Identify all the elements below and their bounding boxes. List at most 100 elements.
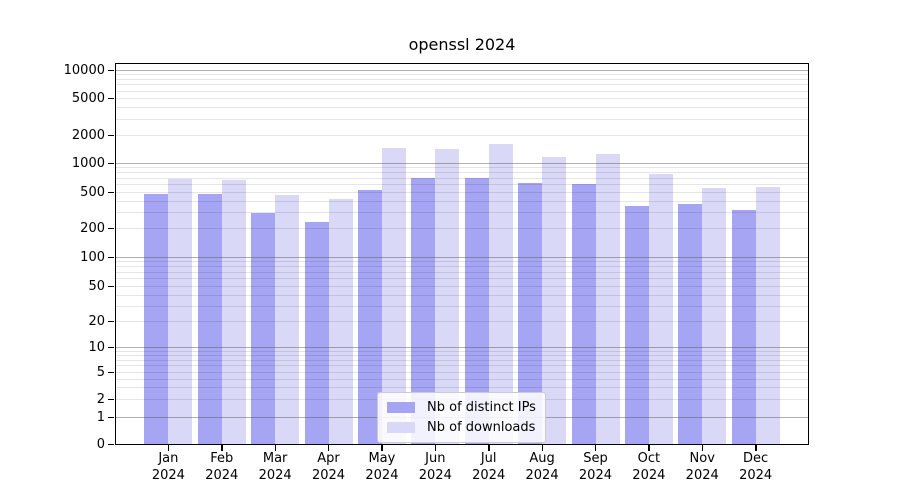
legend-label-downloads: Nb of downloads bbox=[427, 420, 536, 435]
xtick-label-nov: Nov 2024 bbox=[685, 451, 719, 483]
xtick-label-feb: Feb 2024 bbox=[205, 451, 239, 483]
legend-swatch-downloads bbox=[387, 422, 415, 433]
ytick-label-10: 10 bbox=[88, 339, 105, 355]
xtick-label-apr: Apr 2024 bbox=[311, 451, 346, 483]
xtick-mark-jan bbox=[167, 445, 170, 451]
ytick-label-2: 2 bbox=[96, 391, 105, 407]
ytick-label-0: 0 bbox=[96, 437, 105, 452]
xtick-label-jun: Jun 2024 bbox=[418, 451, 452, 483]
ytick-label-100: 100 bbox=[80, 249, 105, 265]
xtick-mark-jun bbox=[434, 445, 437, 451]
xtick-mark-may bbox=[381, 445, 383, 451]
gridline-minor-5 bbox=[115, 372, 809, 373]
ytick-mark-1 bbox=[108, 416, 114, 418]
xtick-mark-jul bbox=[488, 445, 490, 451]
bar-distinct-ips-apr bbox=[304, 221, 329, 445]
bar-downloads-sep bbox=[595, 154, 620, 445]
xtick-label-jan: Jan 2024 bbox=[151, 451, 185, 483]
xtick-mark-feb bbox=[221, 445, 223, 451]
ytick-mark-200 bbox=[108, 227, 114, 229]
gridline-minor-50 bbox=[115, 286, 809, 287]
ytick-mark-10 bbox=[108, 346, 114, 348]
ytick-mark-5000 bbox=[108, 97, 114, 99]
bar-downloads-aug bbox=[542, 157, 567, 445]
gridline-minor-300 bbox=[115, 212, 809, 214]
gridline-minor-500 bbox=[115, 192, 809, 193]
xtick-label-oct: Oct 2024 bbox=[632, 451, 666, 483]
xtick-mark-mar bbox=[274, 445, 277, 451]
gridline-minor-40 bbox=[115, 294, 809, 296]
ytick-label-500: 500 bbox=[80, 184, 105, 200]
gridline-major-100 bbox=[115, 257, 809, 259]
xtick-label-may: May 2024 bbox=[365, 451, 399, 483]
ytick-label-1000: 1000 bbox=[71, 155, 105, 171]
gridline-minor-70 bbox=[115, 271, 809, 273]
bar-downloads-feb bbox=[221, 180, 246, 445]
ytick-mark-1000 bbox=[108, 162, 114, 164]
gridline-minor-8 bbox=[115, 355, 809, 356]
xtick-label-jul: Jul 2024 bbox=[472, 451, 506, 483]
ytick-label-5000: 5000 bbox=[71, 90, 105, 106]
legend-label-distinct-ips: Nb of distinct IPs bbox=[427, 400, 536, 415]
xtick-label-mar: Mar 2024 bbox=[258, 451, 292, 483]
gridline-minor-3000 bbox=[115, 118, 809, 120]
ytick-label-200: 200 bbox=[80, 220, 105, 236]
ytick-label-50: 50 bbox=[88, 278, 105, 294]
ytick-mark-2000 bbox=[108, 134, 114, 136]
gridline-major-10 bbox=[115, 347, 809, 349]
gridline-minor-7 bbox=[115, 359, 809, 361]
ytick-mark-500 bbox=[108, 191, 114, 193]
legend-item-downloads: Nb of downloads bbox=[387, 420, 536, 435]
gridline-minor-8000 bbox=[115, 79, 809, 80]
gridline-minor-2000 bbox=[115, 135, 809, 136]
gridline-minor-60 bbox=[115, 278, 809, 280]
gridline-minor-30 bbox=[115, 305, 809, 307]
legend-item-distinct-ips: Nb of distinct IPs bbox=[387, 400, 536, 415]
bar-distinct-ips-jan bbox=[144, 194, 169, 445]
xtick-mark-oct bbox=[648, 445, 650, 451]
legend: Nb of distinct IPs Nb of downloads bbox=[377, 392, 546, 443]
gridline-minor-900 bbox=[115, 167, 809, 169]
ytick-label-20: 20 bbox=[88, 313, 105, 329]
xtick-label-sep: Sep 2024 bbox=[578, 451, 612, 483]
gridline-minor-3 bbox=[115, 387, 809, 389]
ytick-label-10000: 10000 bbox=[63, 62, 105, 78]
ytick-mark-20 bbox=[108, 320, 114, 322]
ytick-mark-5 bbox=[108, 371, 114, 373]
gridline-minor-800 bbox=[115, 172, 809, 174]
legend-swatch-distinct-ips bbox=[387, 402, 415, 413]
bar-downloads-nov bbox=[702, 188, 727, 445]
gridline-major-1000 bbox=[115, 163, 809, 165]
bar-distinct-ips-sep bbox=[571, 184, 596, 445]
bar-downloads-mar bbox=[275, 195, 300, 445]
gridline-minor-200 bbox=[115, 228, 809, 229]
bar-distinct-ips-oct bbox=[624, 205, 649, 445]
gridline-minor-9000 bbox=[115, 74, 809, 76]
ytick-mark-100 bbox=[108, 256, 114, 258]
bar-downloads-dec bbox=[755, 187, 780, 445]
gridline-minor-20 bbox=[115, 321, 809, 322]
gridline-minor-6 bbox=[115, 365, 809, 367]
bar-distinct-ips-mar bbox=[251, 213, 276, 445]
gridline-major-10000 bbox=[115, 70, 809, 72]
xtick-mark-apr bbox=[328, 445, 330, 451]
gridline-minor-90 bbox=[115, 261, 809, 263]
xtick-mark-dec bbox=[755, 445, 757, 451]
gridline-minor-80 bbox=[115, 266, 809, 268]
bar-distinct-ips-feb bbox=[197, 193, 222, 445]
xtick-label-dec: Dec 2024 bbox=[739, 451, 773, 483]
ytick-label-1: 1 bbox=[96, 409, 105, 425]
bar-downloads-apr bbox=[328, 198, 353, 445]
plot-area bbox=[115, 63, 809, 445]
ytick-mark-0 bbox=[108, 444, 114, 446]
xtick-mark-aug bbox=[541, 445, 543, 451]
bar-downloads-oct bbox=[648, 173, 673, 445]
gridline-minor-6000 bbox=[115, 90, 809, 92]
ytick-label-2000: 2000 bbox=[71, 127, 105, 143]
ytick-mark-10000 bbox=[108, 69, 114, 71]
bar-downloads-jan bbox=[168, 178, 193, 445]
bar-distinct-ips-nov bbox=[678, 203, 703, 445]
gridline-minor-9 bbox=[115, 350, 809, 352]
gridline-minor-4000 bbox=[115, 107, 809, 108]
